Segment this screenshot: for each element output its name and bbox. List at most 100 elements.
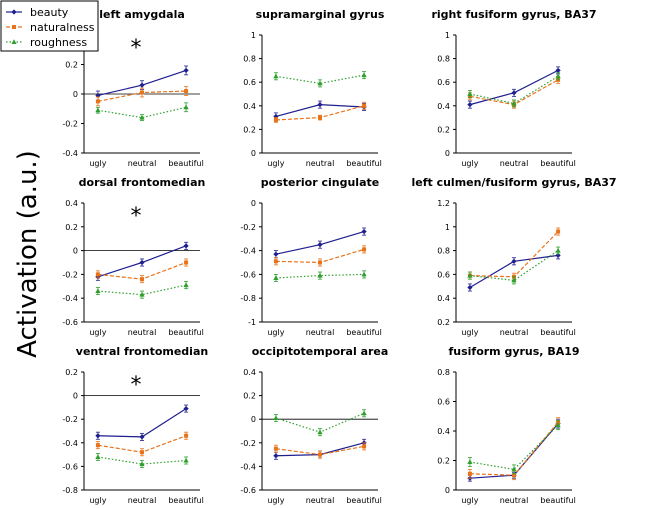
data-point-naturalness: [140, 90, 144, 95]
series-line-roughness: [469, 424, 559, 470]
x-tick-label: beautiful: [540, 328, 575, 337]
y-tick-label: -0.2: [240, 223, 256, 232]
y-tick-label: 0.4: [437, 294, 450, 303]
panel-title: left amygdala: [99, 8, 185, 21]
data-point-roughness: [467, 459, 473, 464]
x-tick-label: ugly: [267, 496, 284, 505]
series-line-naturalness: [469, 231, 559, 278]
panels-group: left amygdala -0.4 -0.2 0 0.2 0.4 ugly neutral b…: [62, 8, 616, 505]
series-line-roughness: [469, 75, 559, 105]
x-tick-label: neutral: [128, 496, 157, 505]
panel-7: ventral frontomedian -0.8 -0.6 -0.4 -0.2 0 0.2…: [62, 345, 208, 505]
panel-title: left culmen/fusiform gyrus, BA37: [411, 176, 616, 189]
legend-label-naturalness: naturalness: [30, 21, 95, 34]
data-point-roughness: [183, 104, 189, 110]
legend-marker-naturalness: [12, 25, 16, 29]
data-point-roughness: [139, 114, 145, 120]
panel-title: right fusiform gyrus, BA37: [431, 8, 596, 21]
data-point-naturalness: [362, 103, 367, 108]
y-tick-label: 0.6: [437, 398, 450, 407]
x-tick-label: beautiful: [540, 159, 575, 168]
y-tick-label: 0: [445, 149, 450, 158]
y-tick-label: 0.6: [437, 78, 450, 87]
y-tick-label: 0.2: [437, 318, 450, 327]
data-point-roughness: [317, 429, 323, 435]
data-point-roughness: [139, 461, 145, 467]
y-tick-label: -0.2: [62, 120, 78, 129]
y-tick-label: -0.4: [62, 294, 78, 303]
figure-y-label: Activation (a.u.): [13, 150, 43, 358]
x-tick-label: beautiful: [168, 496, 203, 505]
y-tick-label: 0.8: [437, 55, 450, 64]
legend: beauty naturalness roughness: [0, 0, 99, 52]
data-point-naturalness: [273, 259, 278, 264]
data-point-naturalness: [273, 446, 278, 451]
y-tick-label: 1: [251, 31, 256, 40]
x-tick-label: neutral: [128, 159, 157, 168]
y-tick-label: -0.6: [62, 318, 78, 327]
y-tick-label: 0.4: [243, 368, 256, 377]
x-tick-label: beautiful: [168, 328, 203, 337]
y-tick-label: 0.4: [65, 199, 78, 208]
data-point-roughness: [273, 73, 279, 79]
data-point-naturalness: [184, 260, 189, 265]
data-point-naturalness: [184, 433, 189, 438]
data-point-beauty: [273, 113, 279, 120]
panel-9: fusiform gyrus, BA19 0 0.2 0.4 0.6 0.8 ugly neu…: [437, 345, 579, 505]
panel-2: supramarginal gyrus 0 0.2 0.4 0.6 0.8 1 ugly neu…: [243, 8, 385, 168]
data-point-roughness: [183, 457, 189, 463]
data-point-naturalness: [140, 277, 144, 282]
data-point-naturalness: [95, 443, 100, 448]
data-point-roughness: [361, 410, 367, 416]
data-point-roughness: [317, 80, 323, 86]
data-point-roughness: [511, 100, 517, 106]
y-tick-label: 0.2: [243, 392, 256, 401]
panel-title: posterior cingulate: [261, 176, 379, 189]
data-point-naturalness: [95, 99, 100, 104]
x-tick-label: ugly: [267, 328, 284, 337]
y-tick-label: 0: [251, 149, 256, 158]
significance-star: *: [131, 204, 142, 229]
data-point-naturalness: [140, 450, 144, 455]
y-tick-label: 0.4: [243, 102, 256, 111]
data-point-naturalness: [318, 115, 322, 120]
panel-6: left culmen/fusiform gyrus, BA37 0.2 0.4 0.…: [411, 176, 616, 337]
y-tick-label: -0.4: [240, 247, 256, 256]
x-tick-label: neutral: [500, 328, 529, 337]
x-tick-label: ugly: [461, 159, 478, 168]
y-tick-label: 0.4: [437, 102, 450, 111]
y-tick-label: 0.2: [243, 125, 256, 134]
data-point-roughness: [273, 415, 279, 421]
y-tick-label: -0.2: [62, 415, 78, 424]
data-point-roughness: [511, 277, 517, 283]
y-tick-label: 0.2: [65, 223, 78, 232]
y-tick-label: -0.2: [240, 439, 256, 448]
data-point-beauty: [273, 453, 279, 459]
x-tick-label: beautiful: [346, 159, 381, 168]
data-point-beauty: [317, 242, 323, 248]
data-point-beauty: [183, 243, 189, 249]
y-tick-label: -0.8: [62, 486, 78, 495]
x-tick-label: neutral: [500, 496, 529, 505]
data-point-naturalness: [184, 89, 189, 94]
legend-marker-roughness: [11, 39, 17, 44]
data-point-beauty: [467, 284, 473, 291]
data-point-naturalness: [362, 247, 367, 252]
data-point-naturalness: [318, 260, 322, 265]
panel-title: ventral frontomedian: [76, 345, 208, 358]
y-tick-label: -0.2: [62, 270, 78, 279]
y-tick-label: 0.6: [243, 78, 256, 87]
panel-title: fusiform gyrus, BA19: [448, 345, 579, 358]
y-tick-label: 0: [445, 486, 450, 495]
x-tick-label: beautiful: [168, 159, 203, 168]
y-tick-label: 0.2: [65, 61, 78, 70]
data-point-beauty: [139, 82, 145, 88]
data-point-naturalness: [318, 452, 322, 457]
legend-label-beauty: beauty: [30, 6, 69, 19]
panel-title: dorsal frontomedian: [79, 176, 206, 189]
x-tick-label: neutral: [306, 496, 335, 505]
data-point-naturalness: [512, 473, 516, 478]
data-point-beauty: [183, 67, 189, 73]
y-tick-label: 0: [73, 247, 78, 256]
